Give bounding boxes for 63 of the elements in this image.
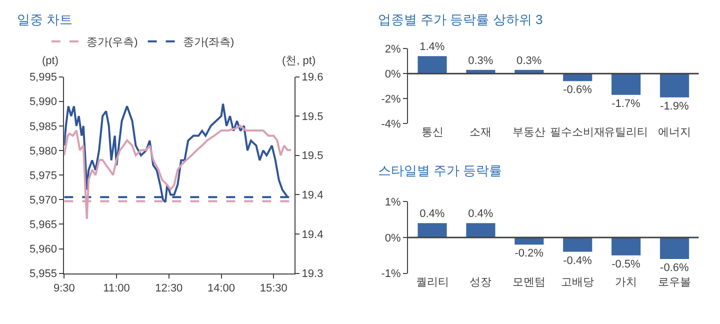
y-tick-label: 5,975 <box>29 170 57 182</box>
data-label: 0.4% <box>468 208 494 220</box>
y2-tick-label: 19.3 <box>302 268 324 280</box>
x-tick-label: 12:30 <box>155 282 183 295</box>
data-label: -0.6% <box>563 84 592 96</box>
x-tick-label: 성장 <box>470 276 492 288</box>
x-tick-label: 통신 <box>421 126 444 139</box>
x-tick-label: 필수소비재 <box>550 126 606 139</box>
y2-axis-title: (천, pt) <box>282 55 316 67</box>
x-tick-label: 모멘텀 <box>512 276 546 288</box>
y-tick-label: 2% <box>384 44 402 56</box>
data-label: -1.7% <box>612 98 641 110</box>
data-label: -0.4% <box>563 254 592 267</box>
data-label: 0.3% <box>468 54 494 67</box>
x-tick-label: 로우볼 <box>658 276 692 288</box>
bar <box>418 56 447 74</box>
y-tick-label: 5,955 <box>29 268 57 280</box>
data-label: -0.6% <box>660 262 689 274</box>
data-label: -0.2% <box>514 248 544 260</box>
data-label: 1.4% <box>420 41 445 54</box>
bar <box>612 74 641 95</box>
y-tick-label: -4% <box>381 118 402 130</box>
x-tick-label: 15:30 <box>260 282 288 295</box>
y-tick-label: 5,995 <box>29 72 57 84</box>
x-tick-label: 고배당 <box>561 276 594 288</box>
y-tick-label: -2% <box>381 93 402 106</box>
data-label: 0.4% <box>420 208 445 220</box>
x-tick-label: 퀄리티 <box>416 276 449 288</box>
y-tick-label: -1% <box>381 268 402 280</box>
x-tick-label: 유틸리티 <box>604 126 648 139</box>
y-tick-label: 0% <box>384 68 402 80</box>
bar <box>660 74 690 98</box>
y-axis-title: (pt) <box>42 55 58 67</box>
data-label: 0.3% <box>516 54 542 67</box>
line-series <box>64 124 292 220</box>
chart-title: 스타일별 주가 등락률 <box>378 163 502 178</box>
x-tick-label: 11:00 <box>103 282 130 295</box>
y-tick-label: 5,970 <box>29 194 57 206</box>
y-tick-label: 5,985 <box>29 120 57 133</box>
line-series <box>64 102 289 204</box>
data-label: -1.9% <box>660 100 689 112</box>
x-tick-label: 가치 <box>615 276 638 288</box>
y-tick-label: 1% <box>384 196 402 208</box>
y-tick-label: 0% <box>384 232 402 244</box>
chart-title: 업종별 주가 등락률 상하위 3 <box>378 12 543 27</box>
y-tick-label: 5,980 <box>29 145 57 158</box>
y-tick-label: 5,960 <box>29 244 57 256</box>
y2-tick-label: 19.4 <box>302 190 324 202</box>
y-tick-label: 5,965 <box>29 219 57 232</box>
data-label: -0.5% <box>612 258 641 270</box>
y2-tick-label: 19.5 <box>302 110 324 123</box>
x-tick-label: 부동산 <box>512 126 546 139</box>
chart-title: 일중 차트 <box>17 12 73 27</box>
y2-tick-label: 19.6 <box>302 72 324 84</box>
legend-label: 종가(우측) <box>86 36 138 49</box>
x-tick-label: 14:00 <box>208 282 236 295</box>
legend-label: 종가(좌측) <box>182 36 234 49</box>
x-tick-label: 소재 <box>470 126 492 139</box>
x-tick-label: 에너지 <box>658 126 692 139</box>
y2-tick-label: 19.5 <box>302 150 324 162</box>
x-tick-label: 9:30 <box>53 282 75 295</box>
y-tick-label: 5,990 <box>29 96 57 108</box>
y2-tick-label: 19.4 <box>302 228 324 241</box>
